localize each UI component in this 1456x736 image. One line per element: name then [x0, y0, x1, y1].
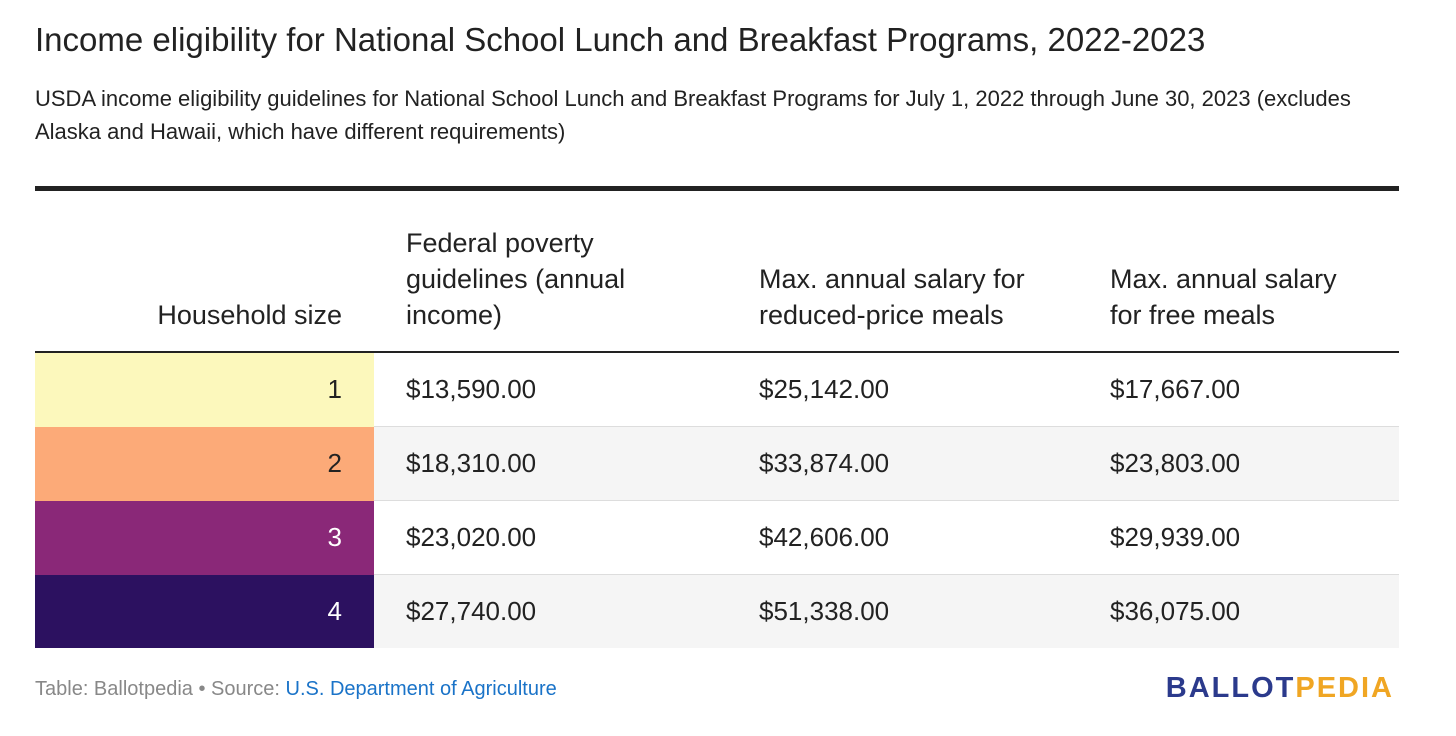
poverty-guideline-cell: $13,590.00 [374, 352, 727, 427]
household-size-cell: 4 [35, 574, 374, 648]
free-meals-cell: $36,075.00 [1078, 574, 1399, 648]
eligibility-table-container: Household size Federal poverty guideline… [35, 186, 1399, 648]
table-row: 1 $13,590.00 $25,142.00 $17,667.00 [35, 352, 1399, 427]
reduced-price-cell: $42,606.00 [727, 500, 1078, 575]
free-meals-cell: $23,803.00 [1078, 426, 1399, 501]
reduced-price-cell: $51,338.00 [727, 574, 1078, 648]
reduced-price-cell: $33,874.00 [727, 426, 1078, 501]
chart-title: Income eligibility for National School L… [35, 21, 1206, 58]
source-link[interactable]: U.S. Department of Agriculture [285, 678, 557, 700]
source-note: Table: Ballotpedia • Source: U.S. Depart… [35, 676, 557, 702]
table-header-row: Household size Federal poverty guideline… [35, 191, 1399, 353]
table-row: 4 $27,740.00 $51,338.00 $36,075.00 [35, 574, 1399, 648]
poverty-guideline-cell: $23,020.00 [374, 500, 727, 575]
logo-part-ballot: BALLOT [1165, 672, 1296, 704]
source-prefix: Table: Ballotpedia • Source: [35, 678, 286, 700]
eligibility-table: Household size Federal poverty guideline… [35, 191, 1399, 648]
table-row: 2 $18,310.00 $33,874.00 $23,803.00 [35, 426, 1399, 501]
column-header-reduced-price: Max. annual salary for reduced-price mea… [727, 191, 1078, 353]
logo-part-pedia: PEDIA [1295, 672, 1394, 704]
chart-subtitle: USDA income eligibility guidelines for N… [35, 86, 1351, 144]
poverty-guideline-cell: $27,740.00 [374, 574, 727, 648]
table-top-rule [35, 186, 1399, 191]
household-size-cell: 1 [35, 352, 374, 427]
table-row: 3 $23,020.00 $42,606.00 $29,939.00 [35, 500, 1399, 575]
column-header-household-size: Household size [35, 191, 374, 353]
reduced-price-cell: $25,142.00 [727, 352, 1078, 427]
poverty-guideline-cell: $18,310.00 [374, 426, 727, 501]
free-meals-cell: $17,667.00 [1078, 352, 1399, 427]
household-size-cell: 3 [35, 500, 374, 575]
free-meals-cell: $29,939.00 [1078, 500, 1399, 575]
ballotpedia-logo: BALLOTPEDIA [1166, 671, 1394, 705]
column-header-free-meals: Max. annual salary for free meals [1078, 191, 1399, 353]
household-size-cell: 2 [35, 426, 374, 501]
column-header-poverty-guidelines: Federal poverty guidelines (annual incom… [374, 191, 727, 353]
